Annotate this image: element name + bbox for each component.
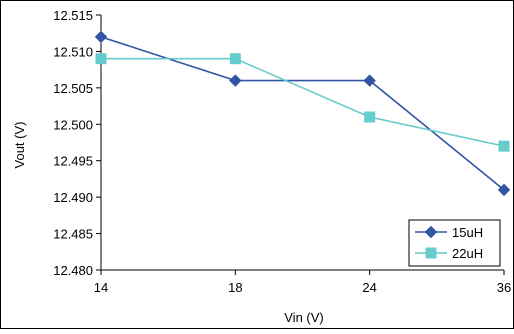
series-15uH: [94, 30, 511, 197]
y-tick-label: 12.480: [53, 263, 93, 278]
x-axis-label: Vin (V): [284, 310, 324, 325]
series-line-22uH: [101, 57, 505, 147]
x-tick-label: 36: [497, 280, 511, 295]
data-point-15uH: [94, 30, 108, 44]
legend-box: [408, 219, 501, 267]
data-point-15uH: [497, 183, 511, 197]
y-tick-label: 12.505: [53, 81, 93, 96]
legend-label: 22uH: [452, 246, 483, 261]
y-tick-label: 12.500: [53, 117, 93, 132]
data-point-22uH: [364, 111, 376, 123]
y-tick-label: 12.510: [53, 44, 93, 59]
legend-marker-15uH: [424, 225, 438, 239]
legend-marker-22uH: [425, 247, 437, 259]
x-tick-label: 24: [362, 280, 376, 295]
data-point-22uH: [498, 140, 510, 152]
x-tick-label: 18: [228, 280, 242, 295]
series-22uH: [95, 53, 510, 152]
data-point-22uH: [229, 53, 241, 65]
data-point-22uH: [95, 53, 107, 65]
y-axis-label: Vout (V): [12, 122, 27, 169]
legend-label: 15uH: [452, 225, 483, 240]
y-tick-label: 12.515: [53, 8, 93, 23]
y-tick-label: 12.490: [53, 190, 93, 205]
data-point-15uH: [229, 74, 242, 87]
x-tick-label: 14: [94, 280, 108, 295]
data-point-15uH: [363, 74, 376, 87]
y-tick-label: 12.485: [53, 227, 93, 242]
y-tick-label: 12.495: [53, 154, 93, 169]
